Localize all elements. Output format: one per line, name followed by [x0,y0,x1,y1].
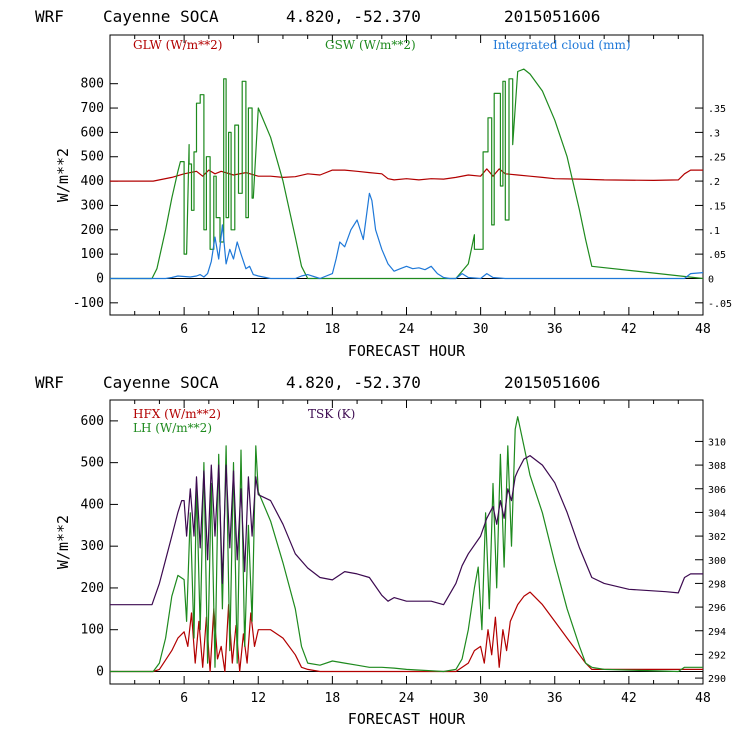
y-tick-label: 0 [96,271,104,286]
y2-tick-label: .05 [708,250,726,261]
x-tick-label: 6 [180,691,188,706]
y2-tick-label: 306 [708,485,726,496]
y2-tick-label: .15 [708,201,726,212]
y-axis-label: W/m**2 [54,148,72,202]
y2-tick-label: -.05 [708,299,732,310]
y2-tick-label: 298 [708,579,726,590]
y-tick-label: 400 [81,497,104,512]
y-tick-label: 400 [81,174,104,189]
series-line-integrated [110,192,704,280]
header-model: WRF [35,373,64,392]
y2-tick-label: 308 [708,461,726,472]
legend-entry: Integrated cloud (mm) [493,38,631,52]
x-tick-label: 24 [399,691,415,706]
header-run: 2015051606 [504,7,600,26]
y2-tick-label: 310 [708,437,726,448]
y2-tick-label: 290 [708,674,726,685]
y-tick-label: 100 [81,247,104,262]
y2-tick-label: 300 [708,556,726,567]
y-tick-label: 800 [81,77,104,92]
y2-tick-label: 304 [708,508,726,519]
y2-tick-label: 296 [708,603,726,614]
x-tick-label: 36 [547,691,563,706]
legend-entry: GLW (W/m**2) [133,38,222,52]
y-tick-label: -100 [73,296,104,311]
series-line-gsw [110,68,704,280]
x-tick-label: 42 [621,322,637,337]
y2-tick-label: .25 [708,153,726,164]
legend-entry: GSW (W/m**2) [325,38,416,52]
header-coords: 4.820, -52.370 [286,7,421,26]
y-tick-label: 200 [81,223,104,238]
y2-tick-label: 0 [708,274,714,285]
x-tick-label: 24 [399,322,415,337]
series-line-tsk [110,455,703,606]
series-line-glw [110,168,703,182]
x-tick-label: 30 [473,322,489,337]
series-line-lh [110,416,703,673]
x-tick-label: 48 [695,691,711,706]
y-tick-label: 500 [81,456,104,471]
header-coords: 4.820, -52.370 [286,373,421,392]
y-tick-label: 600 [81,414,104,429]
x-tick-label: 12 [250,322,266,337]
plot-frame [109,34,704,316]
x-axis-label: FORECAST HOUR [348,710,466,728]
y-tick-label: 300 [81,198,104,213]
x-tick-label: 12 [250,691,266,706]
y2-tick-label: .2 [708,177,720,188]
x-tick-label: 18 [325,322,341,337]
legend-entry: LH (W/m**2) [133,421,212,435]
y-tick-label: 200 [81,581,104,596]
y-tick-label: 700 [81,101,104,116]
x-tick-label: 18 [325,691,341,706]
x-tick-label: 48 [695,322,711,337]
header-model: WRF [35,7,64,26]
y-tick-label: 100 [81,623,104,638]
y-tick-label: 600 [81,125,104,140]
y2-tick-label: 302 [708,532,726,543]
y-tick-label: 300 [81,539,104,554]
plot-frame [109,399,704,685]
y2-tick-label: 294 [708,627,726,638]
x-tick-label: 30 [473,691,489,706]
y2-tick-label: .1 [708,226,720,237]
legend-entry: HFX (W/m**2) [133,407,221,421]
y-axis-label: W/m**2 [54,515,72,569]
header-site: Cayenne SOCA [103,7,219,26]
x-axis-label: FORECAST HOUR [348,342,466,360]
y-tick-label: 500 [81,150,104,165]
x-tick-label: 36 [547,322,563,337]
y-tick-label: 0 [96,664,104,679]
legend-entry: TSK (K) [308,407,355,421]
chart-panel-1: WRF Cayenne SOCA 4.820, -52.370 2015051606 6… [35,7,732,360]
header-run: 2015051606 [504,373,600,392]
x-tick-label: 6 [180,322,188,337]
series-line-hfx [110,591,703,673]
y2-tick-label: .35 [708,104,726,115]
y2-tick-label: 292 [708,650,726,661]
chart-panel-2: WRF Cayenne SOCA 4.820, -52.370 2015051606 6… [35,373,726,728]
x-tick-label: 42 [621,691,637,706]
y2-tick-label: .3 [708,128,720,139]
header-site: Cayenne SOCA [103,373,219,392]
